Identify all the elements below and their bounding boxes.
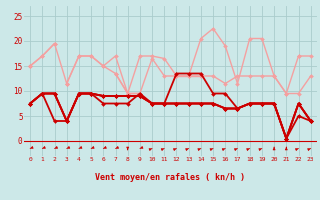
X-axis label: Vent moyen/en rafales ( kn/h ): Vent moyen/en rafales ( kn/h ) — [95, 173, 245, 182]
